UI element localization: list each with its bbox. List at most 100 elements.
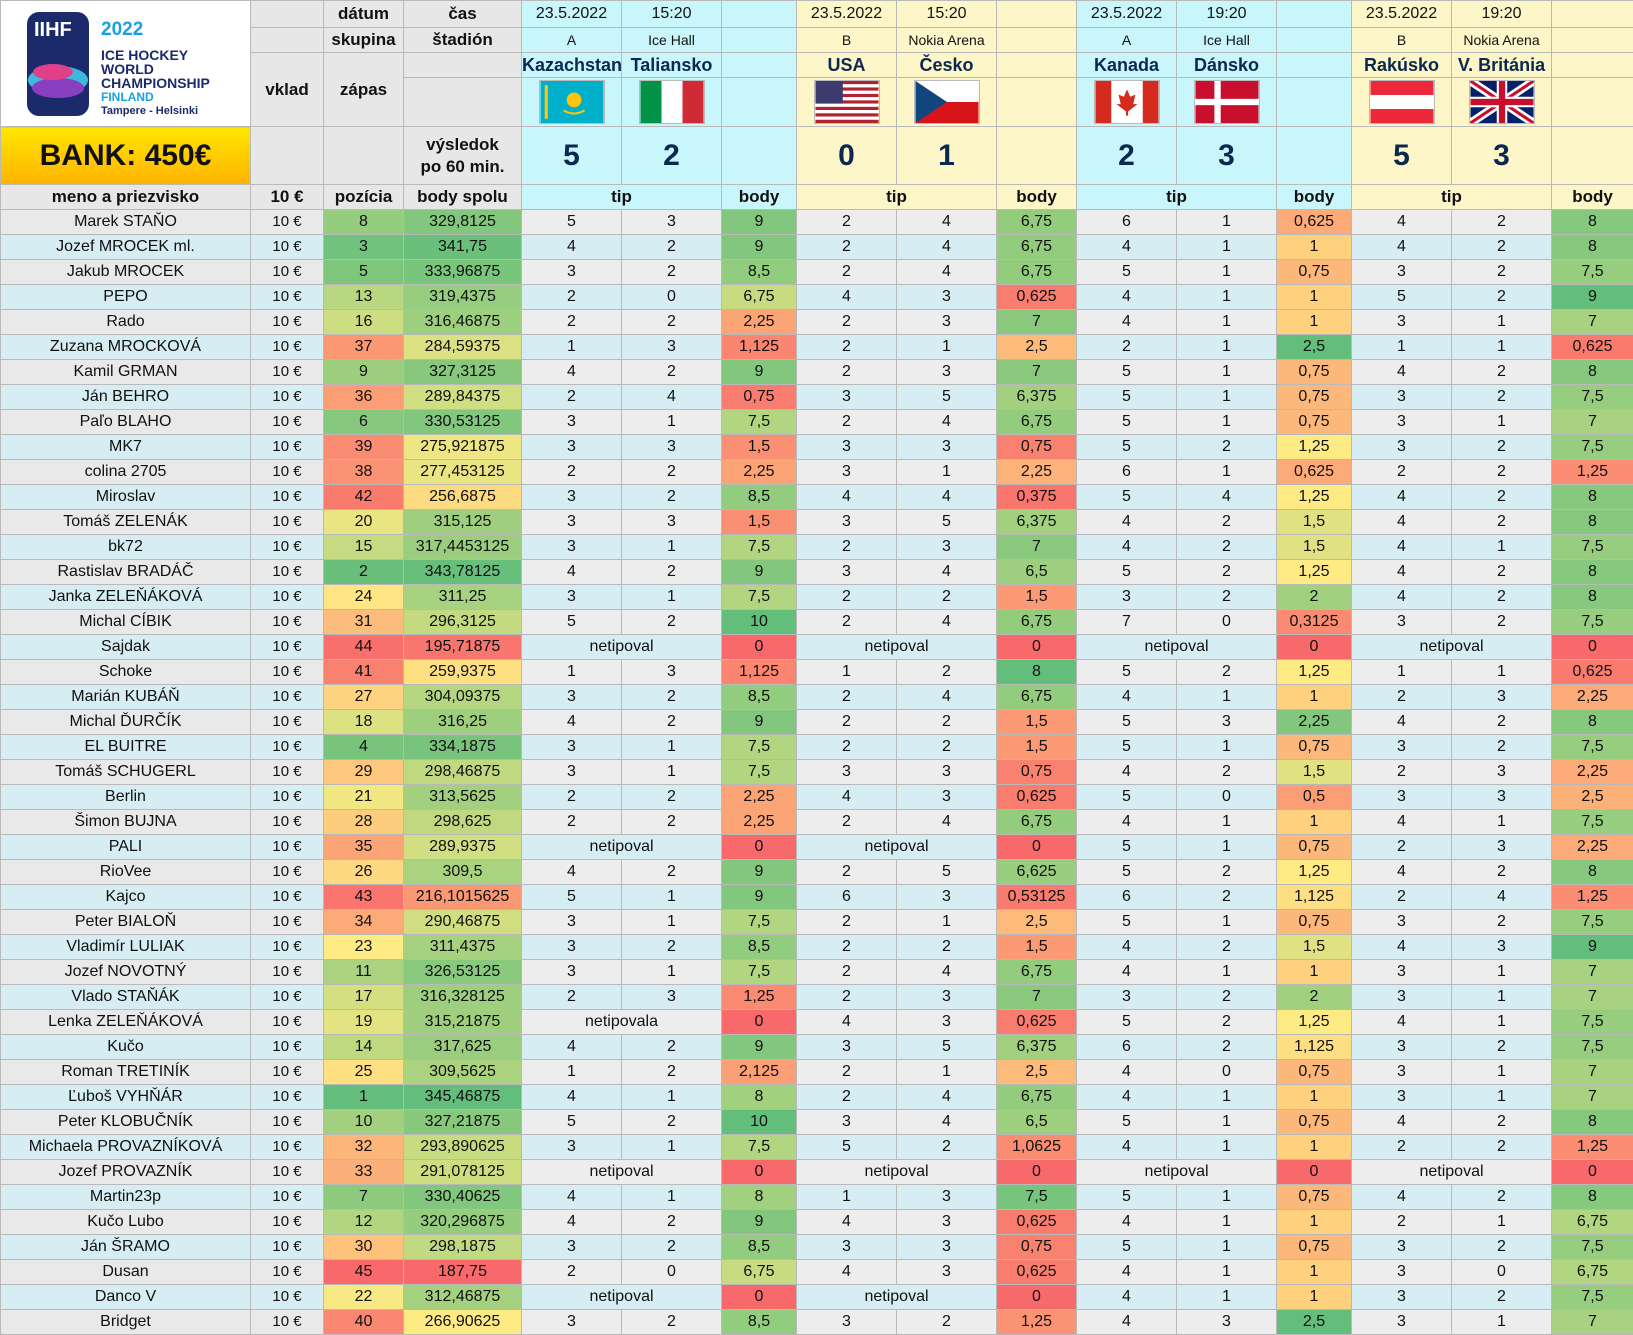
match-points: 1 xyxy=(1276,684,1352,710)
player-total: 309,5 xyxy=(403,859,522,885)
player-total: 330,53125 xyxy=(403,409,522,435)
tip-away: 1 xyxy=(1176,959,1277,985)
tip-home: 3 xyxy=(796,1234,897,1260)
tip-home: 5 xyxy=(1351,284,1452,310)
tip-home: 2 xyxy=(796,409,897,435)
player-name: Sajdak xyxy=(0,634,251,660)
player-name: Roman TRETINÍK xyxy=(0,1059,251,1085)
home-team: USA xyxy=(796,52,897,78)
tip-home: 3 xyxy=(1351,609,1452,635)
match-points: 1 xyxy=(1276,959,1352,985)
tip-away: 1 xyxy=(1451,1059,1552,1085)
match-points: 8 xyxy=(1551,509,1633,535)
tip-home: 5 xyxy=(796,1134,897,1160)
table-row: Schoke 10 €41 259,9375 1 3 1,125 1 2 8 5 2 1,25 1 1 0,… xyxy=(0,659,1633,685)
header-body: body xyxy=(721,184,797,210)
player-vklad: 10 € xyxy=(250,584,324,610)
match-points: 1,25 xyxy=(1276,484,1352,510)
tip-home: 3 xyxy=(796,434,897,460)
match-points: 6,75 xyxy=(996,609,1077,635)
table-row: Jozef NOVOTNÝ 10 €11 326,53125 3 1 7,5 2 4 6,75 4… xyxy=(0,959,1633,985)
match-points: 1,25 xyxy=(1276,434,1352,460)
tip-home: 4 xyxy=(1076,1134,1177,1160)
tip-away: 2 xyxy=(1451,859,1552,885)
match-points: 0 xyxy=(721,1284,797,1310)
player-position: 14 xyxy=(323,1034,404,1060)
player-position: 42 xyxy=(323,484,404,510)
tip-home: 4 xyxy=(521,859,622,885)
tip-away: 2 xyxy=(1451,509,1552,535)
tip-home: 4 xyxy=(1076,1059,1177,1085)
tip-away: 2 xyxy=(1451,209,1552,235)
match-points: 8,5 xyxy=(721,1309,797,1335)
match-stadium: Ice Hall xyxy=(621,27,722,53)
tip-home: 3 xyxy=(1351,384,1452,410)
table-row: Kučo Lubo 10 €12 320,296875 4 2 9 4 3 0,625 4 1 1 2 1… xyxy=(0,1209,1633,1235)
tip-away: 2 xyxy=(1176,884,1277,910)
tip-home: 3 xyxy=(796,1109,897,1135)
player-total: 277,453125 xyxy=(403,459,522,485)
tip-away: 4 xyxy=(896,259,997,285)
tip-away: 1 xyxy=(1176,384,1277,410)
tip-home: 4 xyxy=(796,484,897,510)
player-name: PALI xyxy=(0,834,251,860)
tip-away: 1 xyxy=(621,584,722,610)
tip-home: 2 xyxy=(521,284,622,310)
match-points: 9 xyxy=(721,884,797,910)
italy-flag-icon xyxy=(638,80,705,124)
match-points: 1 xyxy=(1276,284,1352,310)
tip-home: 1 xyxy=(1351,659,1452,685)
player-total: 330,40625 xyxy=(403,1184,522,1210)
home-flag-cell xyxy=(1351,77,1452,127)
player-rows: Marek STAŇO 10 €8 329,8125 5 3 9 2 4 6,75 6 1 0,625… xyxy=(0,209,1633,1335)
player-position: 33 xyxy=(323,1159,404,1185)
tip-away: 1 xyxy=(1176,734,1277,760)
tip-home: 3 xyxy=(521,909,622,935)
tip-away: 1 xyxy=(1176,334,1277,360)
match-points: 2,25 xyxy=(996,459,1077,485)
header-cas: čas xyxy=(403,0,522,28)
header-tip: tip xyxy=(796,184,997,210)
tip-away: 3 xyxy=(621,209,722,235)
tip-away: 2 xyxy=(896,934,997,960)
match-points: 8 xyxy=(721,1084,797,1110)
match-stadium: Nokia Arena xyxy=(1451,27,1552,53)
home-team: Kanada xyxy=(1076,52,1177,78)
tip-home: 5 xyxy=(1076,659,1177,685)
match-time: 19:20 xyxy=(1176,0,1277,28)
tip-away: 5 xyxy=(896,1034,997,1060)
match-points: 0 xyxy=(996,634,1077,660)
kazakhstan-flag-icon xyxy=(538,80,605,124)
tip-away: 2 xyxy=(1176,559,1277,585)
player-vklad: 10 € xyxy=(250,1284,324,1310)
header-vklad-value: 10 € xyxy=(250,184,324,210)
header-zapas: zápas xyxy=(323,52,404,127)
austria-flag-icon xyxy=(1368,80,1435,124)
player-position: 32 xyxy=(323,1134,404,1160)
match-points: 1 xyxy=(1276,1134,1352,1160)
match-points: 6,5 xyxy=(996,1109,1077,1135)
player-position: 37 xyxy=(323,334,404,360)
tip-home: 1 xyxy=(1351,334,1452,360)
tip-home: 4 xyxy=(1351,1009,1452,1035)
match-points: 8 xyxy=(721,1184,797,1210)
player-total: 298,625 xyxy=(403,809,522,835)
tip-away: 3 xyxy=(896,359,997,385)
player-vklad: 10 € xyxy=(250,634,324,660)
match-points: 7,5 xyxy=(721,584,797,610)
match-points: 7 xyxy=(1551,409,1633,435)
match-points: 2,5 xyxy=(1551,784,1633,810)
tip-away: 2 xyxy=(621,1034,722,1060)
player-position: 3 xyxy=(323,234,404,260)
table-row: Berlin 10 €21 313,5625 2 2 2,25 4 3 0,625 5 0 0,5 3 3… xyxy=(0,784,1633,810)
match-points: 1,25 xyxy=(1551,1134,1633,1160)
tip-home: 4 xyxy=(1076,509,1177,535)
match-points: 0,75 xyxy=(1276,259,1352,285)
match-points: 1 xyxy=(1276,1084,1352,1110)
player-vklad: 10 € xyxy=(250,734,324,760)
player-vklad: 10 € xyxy=(250,234,324,260)
player-total: 187,75 xyxy=(403,1259,522,1285)
match-points: 0,75 xyxy=(1276,1109,1352,1135)
match-points: 2,25 xyxy=(1551,684,1633,710)
player-vklad: 10 € xyxy=(250,959,324,985)
